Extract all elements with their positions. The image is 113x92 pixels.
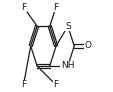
Text: F: F <box>53 3 58 12</box>
Text: S: S <box>64 22 70 31</box>
Text: F: F <box>21 3 26 12</box>
Text: O: O <box>84 41 91 51</box>
Text: F: F <box>21 80 26 89</box>
Text: NH: NH <box>61 61 74 70</box>
Text: F: F <box>53 80 58 89</box>
